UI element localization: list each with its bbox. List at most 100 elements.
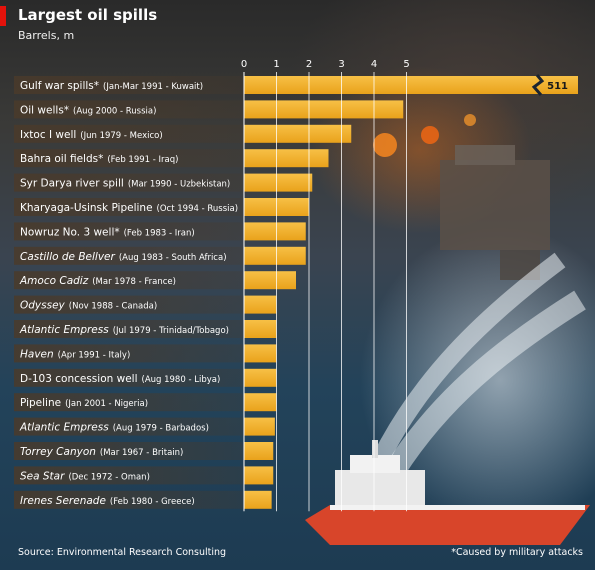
category-detail: (Feb 1980 - Greece)	[110, 497, 195, 507]
category-detail: (Aug 1979 - Barbados)	[113, 424, 209, 434]
bar	[244, 149, 329, 168]
bar	[244, 76, 578, 94]
category-label: Nowruz No. 3 well* (Feb 1983 - Iran)	[20, 226, 195, 238]
burning-platform-icon	[373, 114, 550, 280]
category-detail: (Dec 1972 - Oman)	[68, 472, 149, 482]
category-name: Gulf war spills*	[20, 80, 99, 92]
category-name: Oil wells*	[20, 104, 69, 116]
bar	[244, 271, 296, 290]
label-bands	[14, 76, 244, 509]
label-band	[14, 246, 244, 265]
category-name: Atlantic Empress	[19, 324, 109, 336]
category-name: Odyssey	[20, 300, 66, 312]
label-band	[14, 295, 244, 314]
category-label: Haven (Apr 1991 - Italy)	[20, 348, 130, 360]
label-band	[14, 490, 244, 509]
label-band	[14, 344, 244, 363]
category-detail: (Jan-Mar 1991 - Kuwait)	[103, 82, 203, 92]
category-label: Castillo de Bellver (Aug 1983 - South Afr…	[20, 251, 227, 263]
category-label: Pipeline (Jan 2001 - Nigeria)	[20, 397, 148, 409]
category-labels: Gulf war spills* (Jan-Mar 1991 - Kuwait) O…	[19, 80, 238, 507]
chart-subtitle: Barrels, m	[18, 29, 75, 42]
axis-break-marker	[531, 74, 545, 96]
label-band	[14, 100, 244, 119]
category-detail: (Jan 2001 - Nigeria)	[65, 399, 148, 409]
category-label: Irenes Serenade (Feb 1980 - Greece)	[20, 495, 195, 507]
bar	[244, 344, 277, 363]
category-detail: (Mar 1990 - Uzbekistan)	[128, 180, 230, 190]
label-band	[14, 149, 244, 168]
bar	[244, 490, 272, 509]
category-detail: (Feb 1991 - Iraq)	[107, 155, 178, 165]
category-detail: (Oct 1994 - Russia)	[157, 204, 238, 214]
bar	[244, 295, 277, 314]
category-label: Oil wells* (Aug 2000 - Russia)	[20, 104, 156, 116]
fire-ship-icon	[305, 440, 590, 545]
label-band	[14, 320, 244, 338]
accent-bar	[0, 6, 6, 26]
tick-label: 3	[338, 59, 344, 70]
label-band	[14, 271, 244, 290]
category-name: Amoco Cadiz	[19, 275, 89, 287]
category-label: Amoco Cadiz (Mar 1978 - France)	[19, 275, 176, 287]
bar	[244, 246, 306, 265]
category-label: Syr Darya river spill (Mar 1990 - Uzbekis…	[20, 178, 230, 190]
label-band	[14, 466, 244, 485]
category-detail: (Nov 1988 - Canada)	[69, 302, 157, 312]
category-name: Kharyaga-Usinsk Pipeline	[20, 202, 153, 214]
label-band	[14, 198, 244, 216]
bar	[244, 417, 275, 436]
water-spray-icon	[371, 252, 586, 476]
bar	[244, 124, 352, 143]
footnote: *Caused by military attacks	[451, 547, 583, 558]
label-band	[14, 417, 244, 436]
bar	[244, 368, 277, 387]
category-detail: (Feb 1983 - Iran)	[124, 228, 195, 238]
category-name: Nowruz No. 3 well*	[20, 226, 120, 238]
bar	[244, 320, 277, 338]
label-band	[14, 393, 244, 412]
category-name: Pipeline	[20, 397, 61, 409]
bar	[244, 173, 313, 192]
category-detail: (Mar 1978 - France)	[92, 277, 176, 287]
category-label: Gulf war spills* (Jan-Mar 1991 - Kuwait)	[20, 80, 203, 92]
label-band	[14, 222, 244, 241]
label-band	[14, 173, 244, 192]
category-name: D-103 concession well	[20, 373, 138, 385]
tick-label: 2	[306, 59, 312, 70]
category-label: Kharyaga-Usinsk Pipeline (Oct 1994 - Russ…	[20, 202, 238, 214]
tick-label: 4	[371, 59, 377, 70]
data-label: 511	[547, 81, 568, 92]
category-name: Haven	[20, 348, 54, 360]
bars	[244, 74, 578, 509]
category-detail: (Aug 2000 - Russia)	[73, 106, 156, 116]
data-labels: 511	[547, 81, 568, 92]
bar	[244, 442, 274, 460]
gridlines	[243, 72, 407, 512]
tick-label: 1	[273, 59, 279, 70]
bar	[244, 100, 404, 119]
bar	[244, 466, 274, 485]
category-label: Atlantic Empress (Jul 1979 - Trinidad/Tob…	[19, 324, 229, 336]
bar	[244, 393, 277, 412]
label-band	[14, 124, 244, 143]
category-label: Atlantic Empress (Aug 1979 - Barbados)	[19, 422, 209, 434]
label-band	[14, 76, 244, 94]
category-name: Castillo de Bellver	[20, 251, 116, 263]
category-detail: (Aug 1983 - South Africa)	[119, 253, 227, 263]
source-note: Source: Environmental Research Consultin…	[18, 547, 227, 558]
category-label: D-103 concession well (Aug 1980 - Libya)	[20, 373, 220, 385]
category-detail: (Jun 1979 - Mexico)	[80, 131, 162, 141]
category-detail: (Mar 1967 - Britain)	[100, 448, 183, 458]
tick-label: 0	[241, 59, 247, 70]
tick-label: 5	[403, 59, 409, 70]
label-band	[14, 442, 244, 460]
category-name: Atlantic Empress	[19, 422, 109, 434]
category-label: Bahra oil fields* (Feb 1991 - Iraq)	[20, 153, 178, 165]
category-detail: (Jul 1979 - Trinidad/Tobago)	[113, 326, 229, 336]
category-name: Torrey Canyon	[20, 446, 96, 458]
category-detail: (Apr 1991 - Italy)	[58, 350, 131, 360]
